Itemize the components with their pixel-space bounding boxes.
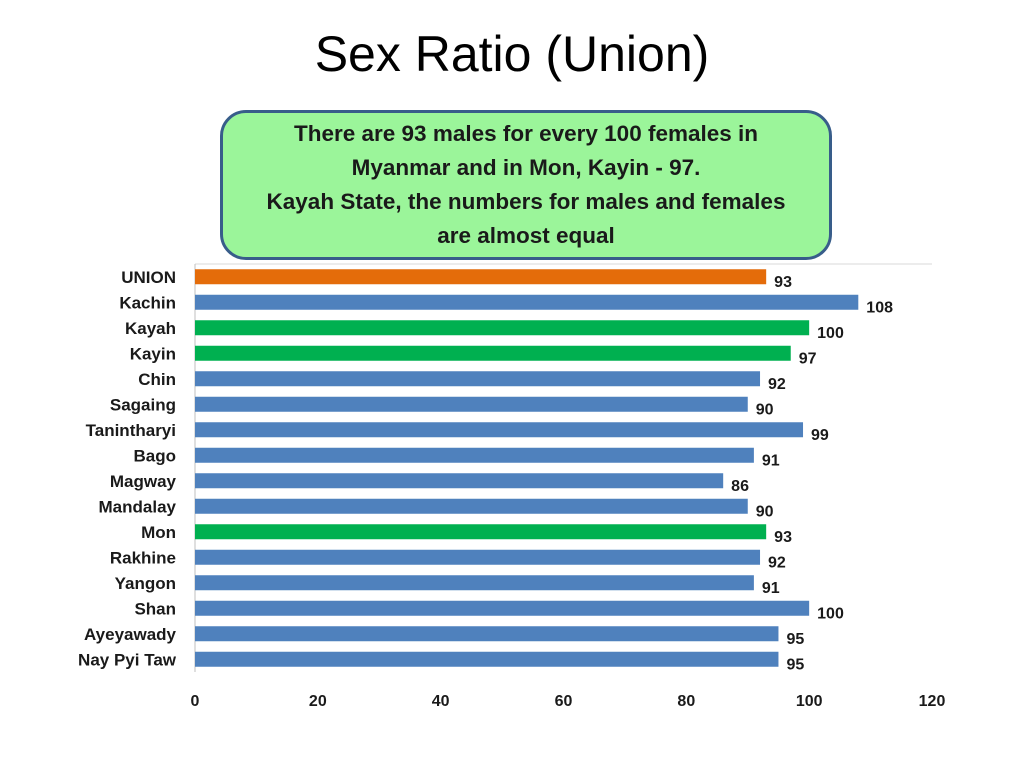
data-label-yangon: 91 [762,580,780,597]
category-label-rakhine: Rakhine [110,548,176,567]
bar-kayah [195,320,810,336]
bar-bago [195,447,754,463]
category-label-yangon: Yangon [115,574,176,593]
bar-mandalay [195,498,748,514]
callout-line-4: are almost equal [437,223,615,248]
bar-yangon [195,575,754,591]
category-label-sagaing: Sagaing [110,395,176,414]
data-label-sagaing: 90 [756,401,774,418]
category-label-kachin: Kachin [119,293,176,312]
callout-line-3: Kayah State, the numbers for males and f… [266,189,786,214]
bar-chin [195,371,761,387]
x-tick-label-40: 40 [432,693,450,710]
bar-sagaing [195,396,748,412]
bar-kachin [195,294,859,310]
bar-shan [195,600,810,616]
category-label-kayin: Kayin [130,344,176,363]
callout-line-1: There are 93 males for every 100 females… [293,121,759,146]
data-label-magway: 86 [731,478,749,495]
x-tick-label-80: 80 [677,693,695,710]
category-label-shan: Shan [134,599,176,618]
x-tick-label-120: 120 [919,693,946,710]
category-label-kayah: Kayah [125,319,176,338]
data-label-mandalay: 90 [756,503,774,520]
category-label-chin: Chin [138,370,176,389]
data-label-ayeyawady: 95 [786,631,804,648]
category-label-mon: Mon [141,523,176,542]
bar-kayin [195,345,791,361]
callout-line-2: Myanmar and in Mon, Kayin - 97. [351,155,701,180]
page-title: Sex Ratio (Union) [314,26,710,82]
data-label-chin: 92 [768,376,786,393]
category-label-union: UNION [121,268,176,287]
category-label-tanintharyi: Tanintharyi [86,421,176,440]
data-label-kayah: 100 [817,325,844,342]
callout-box: There are 93 males for every 100 females… [220,110,832,260]
bar-rakhine [195,549,761,565]
bar-tanintharyi [195,422,804,438]
x-tick-label-60: 60 [555,693,573,710]
data-label-bago: 91 [762,452,780,469]
data-label-kachin: 108 [866,299,893,316]
bar-union [195,269,767,285]
data-label-mon: 93 [774,529,792,546]
bar-ayeyawady [195,626,779,642]
category-label-mandalay: Mandalay [99,497,177,516]
data-label-shan: 100 [817,605,844,622]
data-label-nay-pyi-taw: 95 [786,656,804,673]
category-label-ayeyawady: Ayeyawady [84,625,177,644]
data-label-kayin: 97 [799,350,817,367]
data-label-tanintharyi: 99 [811,427,829,444]
bar-nay-pyi-taw [195,651,779,667]
category-label-magway: Magway [110,472,177,491]
data-label-union: 93 [774,274,792,291]
x-tick-label-20: 20 [309,693,327,710]
x-tick-label-0: 0 [191,693,200,710]
x-tick-label-100: 100 [796,693,823,710]
category-label-bago: Bago [134,446,177,465]
data-label-rakhine: 92 [768,554,786,571]
bar-mon [195,524,767,540]
bar-magway [195,473,724,489]
category-label-nay-pyi-taw: Nay Pyi Taw [78,650,177,669]
